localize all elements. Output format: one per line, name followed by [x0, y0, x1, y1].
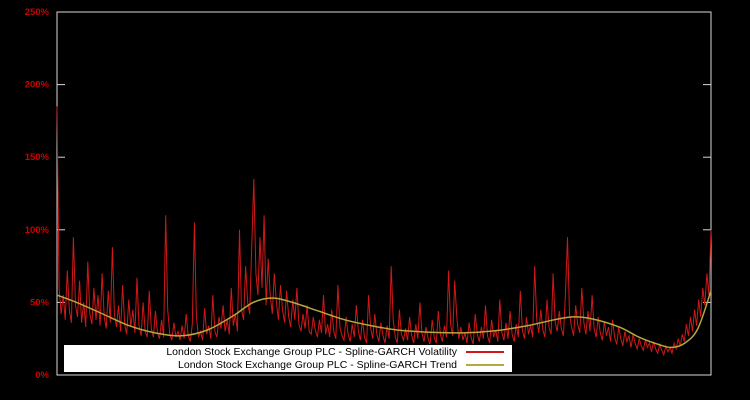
- y-tick-label: 200%: [25, 80, 50, 91]
- legend-label-volatility: London Stock Exchange Group PLC - Spline…: [166, 346, 457, 358]
- legend-line-volatility: [466, 351, 504, 354]
- y-tick-label: 150%: [25, 152, 50, 163]
- legend-label-trend: London Stock Exchange Group PLC - Spline…: [178, 358, 457, 371]
- y-tick-label: 250%: [25, 7, 50, 18]
- legend-item-trend: London Stock Exchange Group PLC - Spline…: [64, 358, 512, 371]
- volatility-series-line: [56, 106, 712, 357]
- y-tick-label: 100%: [25, 225, 50, 236]
- plot-frame: [56, 11, 712, 376]
- y-tick-label: 0%: [35, 370, 49, 381]
- trend-series-line: [56, 290, 712, 349]
- y-tick-label: 50%: [30, 297, 50, 308]
- legend-line-trend: [466, 363, 504, 366]
- chart-legend: London Stock Exchange Group PLC - Spline…: [63, 344, 513, 373]
- legend-item-volatility: London Stock Exchange Group PLC - Spline…: [64, 347, 512, 358]
